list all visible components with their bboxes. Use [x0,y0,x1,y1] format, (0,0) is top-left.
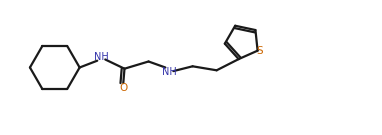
Text: NH: NH [94,52,108,62]
Text: O: O [119,83,128,93]
Text: S: S [256,46,263,56]
Text: NH: NH [162,67,177,77]
